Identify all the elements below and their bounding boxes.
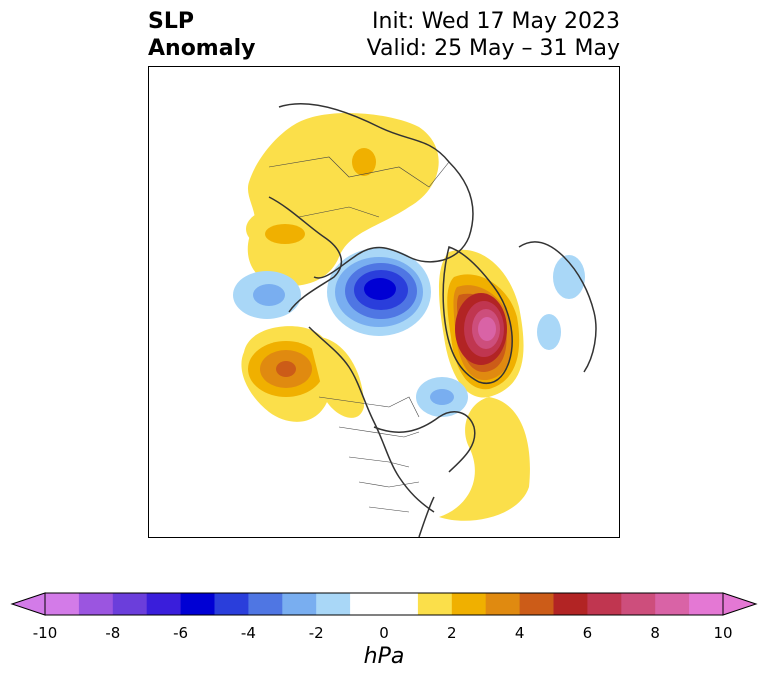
colorbar-tick-label: -2 bbox=[308, 624, 324, 642]
colorbar-cell bbox=[180, 593, 215, 615]
colorbar-cell bbox=[350, 593, 385, 615]
colorbar-tick-label: -10 bbox=[32, 624, 58, 642]
forecast-dates: Init: Wed 17 May 2023 Valid: 25 May – 31… bbox=[367, 8, 620, 62]
colorbar-tick-label: 4 bbox=[514, 624, 525, 642]
colorbar-cell bbox=[282, 593, 317, 615]
colorbar-tick-label: 0 bbox=[379, 624, 389, 642]
colorbar-cell bbox=[689, 593, 724, 615]
colorbar-tick-label: 2 bbox=[447, 624, 457, 642]
colorbar-tick-label: 6 bbox=[582, 624, 593, 642]
coastlines bbox=[268, 103, 597, 537]
colorbar-cell bbox=[214, 593, 249, 615]
colorbar-tick-label: 10 bbox=[713, 624, 733, 642]
colorbar-cell bbox=[519, 593, 554, 615]
greenland-high bbox=[439, 249, 524, 398]
colorbar-unit: hPa bbox=[363, 644, 405, 669]
colorbar-cell bbox=[485, 593, 521, 615]
borders bbox=[268, 156, 450, 513]
colorbar-tick-label: -8 bbox=[105, 624, 121, 642]
colorbar-cell bbox=[248, 593, 283, 615]
map-title: SLP Anomaly bbox=[148, 8, 255, 62]
colorbar-cell bbox=[451, 593, 487, 615]
arctic-low bbox=[327, 248, 431, 336]
valid-range: Valid: 25 May – 31 May bbox=[366, 36, 620, 61]
colorbar-cell bbox=[45, 593, 80, 615]
colorbar-cell bbox=[384, 593, 419, 615]
gulf-alaska-high bbox=[241, 326, 334, 422]
colorbar bbox=[10, 592, 758, 616]
atlantic-high bbox=[439, 397, 530, 521]
hudson-low bbox=[416, 377, 468, 417]
colorbar-cell bbox=[621, 593, 656, 615]
colorbar-cell bbox=[112, 593, 148, 615]
colorbar-cell bbox=[417, 593, 453, 615]
title-line-2: Anomaly bbox=[148, 36, 256, 61]
colorbar-tick-label: -4 bbox=[240, 624, 256, 642]
map-panel bbox=[148, 66, 620, 538]
canada-high bbox=[309, 336, 364, 418]
colorbar-extend-high bbox=[722, 592, 758, 616]
bering-low bbox=[233, 271, 301, 319]
scandinavia-low bbox=[537, 314, 561, 350]
colorbar-cell bbox=[587, 593, 622, 615]
colorbar-cell bbox=[316, 593, 351, 615]
colorbar-cell bbox=[78, 593, 114, 615]
bering-east-high bbox=[246, 207, 322, 251]
eurasia-low bbox=[553, 255, 585, 299]
colorbar-extend-low bbox=[10, 592, 46, 616]
title-line-1: SLP bbox=[148, 9, 194, 34]
colorbar-cell bbox=[655, 593, 690, 615]
init-date: Init: Wed 17 May 2023 bbox=[372, 9, 620, 34]
colorbar-tick-label: -6 bbox=[173, 624, 189, 642]
slp-anomaly-map bbox=[233, 103, 597, 537]
colorbar-tick-label: 8 bbox=[650, 624, 660, 642]
colorbar-cell bbox=[146, 593, 182, 615]
colorbar-cell bbox=[553, 593, 588, 615]
